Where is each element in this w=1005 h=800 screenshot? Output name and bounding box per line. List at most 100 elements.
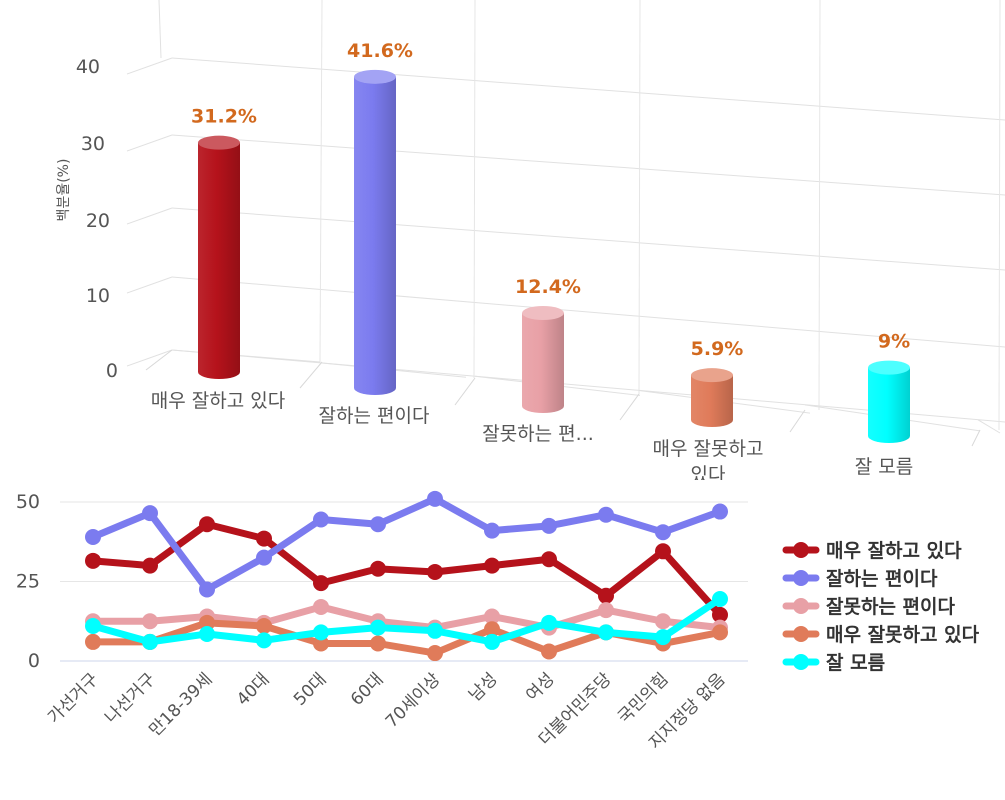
line-point	[427, 490, 443, 507]
bar-cylinder	[868, 360, 910, 443]
bar-gridline-side	[126, 134, 173, 152]
line-point	[313, 624, 329, 641]
line-series	[85, 516, 728, 623]
bar-gridline-side	[126, 349, 173, 367]
line-point	[598, 602, 614, 619]
bar-y-tick-label: 0	[106, 360, 118, 382]
bar-gridline-vertical	[638, 0, 641, 395]
bar-y-axis-title: 백분율(%)	[56, 159, 72, 222]
line-point	[142, 613, 158, 630]
bar-cylinder-top	[354, 69, 396, 84]
line-point	[313, 635, 329, 652]
bar-cylinder-body	[198, 142, 240, 379]
line-point	[313, 511, 329, 528]
bar-category-label: 잘 모름	[855, 456, 913, 478]
line-x-tick-label: 남성	[465, 669, 501, 705]
line-point	[598, 506, 614, 523]
line-x-tick-label: 가선거구	[44, 669, 102, 727]
legend-label: 잘 모름	[826, 652, 885, 674]
bar-data-label: 5.9%	[691, 338, 744, 360]
legend-label: 잘못하는 편이다	[826, 596, 955, 618]
legend-swatch-marker	[793, 598, 809, 614]
legend-item[interactable]: 매우 잘못하고 있다	[782, 624, 980, 646]
line-point	[142, 505, 158, 522]
line-point	[199, 516, 215, 533]
line-x-tick-label: 나선거구	[101, 669, 159, 727]
line-point	[199, 614, 215, 631]
line-gridlines	[60, 501, 748, 662]
bar-category-label: 잘하는 편이다	[319, 405, 430, 427]
legend-swatch-marker	[793, 654, 809, 670]
line-point	[313, 598, 329, 615]
line-point	[655, 524, 671, 541]
legend-label: 매우 잘하고 있다	[826, 540, 962, 562]
line-point	[484, 621, 500, 638]
legend-swatch-marker	[793, 542, 809, 558]
bar-cylinder-body	[354, 76, 396, 395]
line-series	[85, 590, 728, 650]
line-x-tick-label: 50대	[290, 669, 331, 710]
bar-floor-tick	[971, 429, 981, 447]
bar-cylinder	[691, 368, 733, 427]
line-point	[85, 618, 101, 635]
legend-label: 잘하는 편이다	[826, 568, 938, 590]
line-point	[427, 563, 443, 580]
line-point	[712, 606, 728, 623]
legend-item[interactable]: 매우 잘하고 있다	[782, 540, 962, 562]
line-point	[256, 632, 272, 649]
bar-gridline-vertical	[818, 0, 821, 411]
bar-floor-tick	[145, 349, 173, 371]
line-point	[370, 619, 386, 636]
line-point	[199, 581, 215, 598]
bar-gridline-side	[158, 0, 162, 59]
line-point	[85, 552, 101, 569]
bar-gridline	[171, 349, 1005, 423]
line-point	[256, 618, 272, 635]
line-series-path	[89, 595, 724, 646]
line-point	[484, 557, 500, 574]
line-series-path	[89, 520, 724, 619]
line-point	[85, 528, 101, 545]
line-point	[427, 645, 443, 662]
line-point	[85, 633, 101, 650]
bar-gridline	[171, 57, 1005, 121]
bar-floor-tick	[789, 409, 806, 433]
bar-floor-tick	[454, 377, 476, 406]
legend-item[interactable]: 잘하는 편이다	[782, 568, 938, 590]
line-point	[655, 613, 671, 630]
line-point	[256, 530, 272, 547]
line-point	[712, 590, 728, 607]
bar-gridline-vertical	[998, 0, 1001, 431]
legend-item[interactable]: 잘 모름	[782, 652, 885, 674]
bar-chart-3d: 0 10 20 30 40 백분율(%) 31.2% 41.6% 12.4% 5.9% 9% 매우 잘…	[56, 0, 1005, 480]
bar-data-label: 12.4%	[515, 276, 581, 298]
line-point	[484, 633, 500, 650]
line-point	[598, 587, 614, 604]
bar-cylinder-body	[522, 313, 564, 413]
line-point	[541, 551, 557, 568]
bar-gridline-side	[126, 57, 173, 75]
line-y-tick-label: 25	[16, 571, 40, 593]
bar-gridline	[171, 276, 1005, 348]
line-point	[541, 643, 557, 660]
line-x-tick-label: 60대	[347, 669, 388, 710]
legend-item[interactable]: 잘못하는 편이다	[782, 596, 955, 618]
legend-swatch-marker	[793, 626, 809, 642]
bar-cylinder-top	[522, 306, 564, 320]
line-point	[370, 516, 386, 533]
legend-label: 매우 잘못하고 있다	[826, 624, 980, 646]
line-y-tick-label: 0	[28, 650, 40, 672]
bar-y-tick-label: 20	[86, 210, 110, 232]
bar-y-tick-label: 10	[86, 285, 110, 307]
line-x-tick-label: 70세이상	[382, 669, 445, 732]
line-point	[655, 629, 671, 646]
line-series-path	[89, 495, 724, 593]
line-point	[142, 557, 158, 574]
bar-category-label: 잘못하는 편...	[482, 423, 594, 445]
bar-category-label: 있다	[691, 464, 726, 480]
bar-cylinder-top	[868, 360, 910, 375]
bar-cylinder	[522, 306, 564, 413]
